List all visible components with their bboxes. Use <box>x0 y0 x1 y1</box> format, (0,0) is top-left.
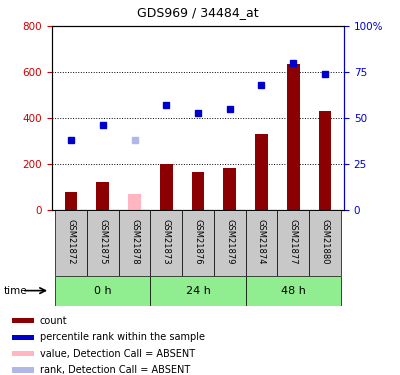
Text: count: count <box>40 316 68 326</box>
Bar <box>12 351 34 356</box>
Text: GDS969 / 34484_at: GDS969 / 34484_at <box>137 6 259 19</box>
Bar <box>12 318 34 324</box>
Bar <box>12 368 34 373</box>
Bar <box>182 210 214 276</box>
Text: 24 h: 24 h <box>186 286 210 296</box>
Bar <box>128 194 141 210</box>
Bar <box>55 276 150 306</box>
Text: value, Detection Call = ABSENT: value, Detection Call = ABSENT <box>40 349 195 358</box>
Bar <box>87 210 119 276</box>
Bar <box>309 210 341 276</box>
Bar <box>119 210 150 276</box>
Bar <box>150 276 246 306</box>
Text: time: time <box>4 286 28 296</box>
Text: GSM21876: GSM21876 <box>194 219 202 264</box>
Bar <box>150 210 182 276</box>
Text: GSM21874: GSM21874 <box>257 219 266 264</box>
Text: percentile rank within the sample: percentile rank within the sample <box>40 332 205 342</box>
Text: 0 h: 0 h <box>94 286 112 296</box>
Bar <box>223 168 236 210</box>
Text: GSM21875: GSM21875 <box>98 219 107 264</box>
Text: GSM21872: GSM21872 <box>66 219 76 264</box>
Bar <box>55 210 87 276</box>
Bar <box>255 134 268 210</box>
Text: GSM21880: GSM21880 <box>320 219 330 264</box>
Bar <box>319 111 331 210</box>
Bar <box>12 334 34 340</box>
Bar <box>96 183 109 210</box>
Bar <box>277 210 309 276</box>
Bar <box>246 276 341 306</box>
Text: 48 h: 48 h <box>281 286 306 296</box>
Bar <box>246 210 277 276</box>
Text: GSM21878: GSM21878 <box>130 219 139 264</box>
Bar <box>214 210 246 276</box>
Bar <box>160 164 173 210</box>
Text: GSM21873: GSM21873 <box>162 219 171 264</box>
Bar <box>65 192 77 210</box>
Text: GSM21879: GSM21879 <box>225 219 234 264</box>
Bar <box>192 172 204 210</box>
Bar <box>287 64 300 210</box>
Text: rank, Detection Call = ABSENT: rank, Detection Call = ABSENT <box>40 365 190 375</box>
Text: GSM21877: GSM21877 <box>289 219 298 264</box>
